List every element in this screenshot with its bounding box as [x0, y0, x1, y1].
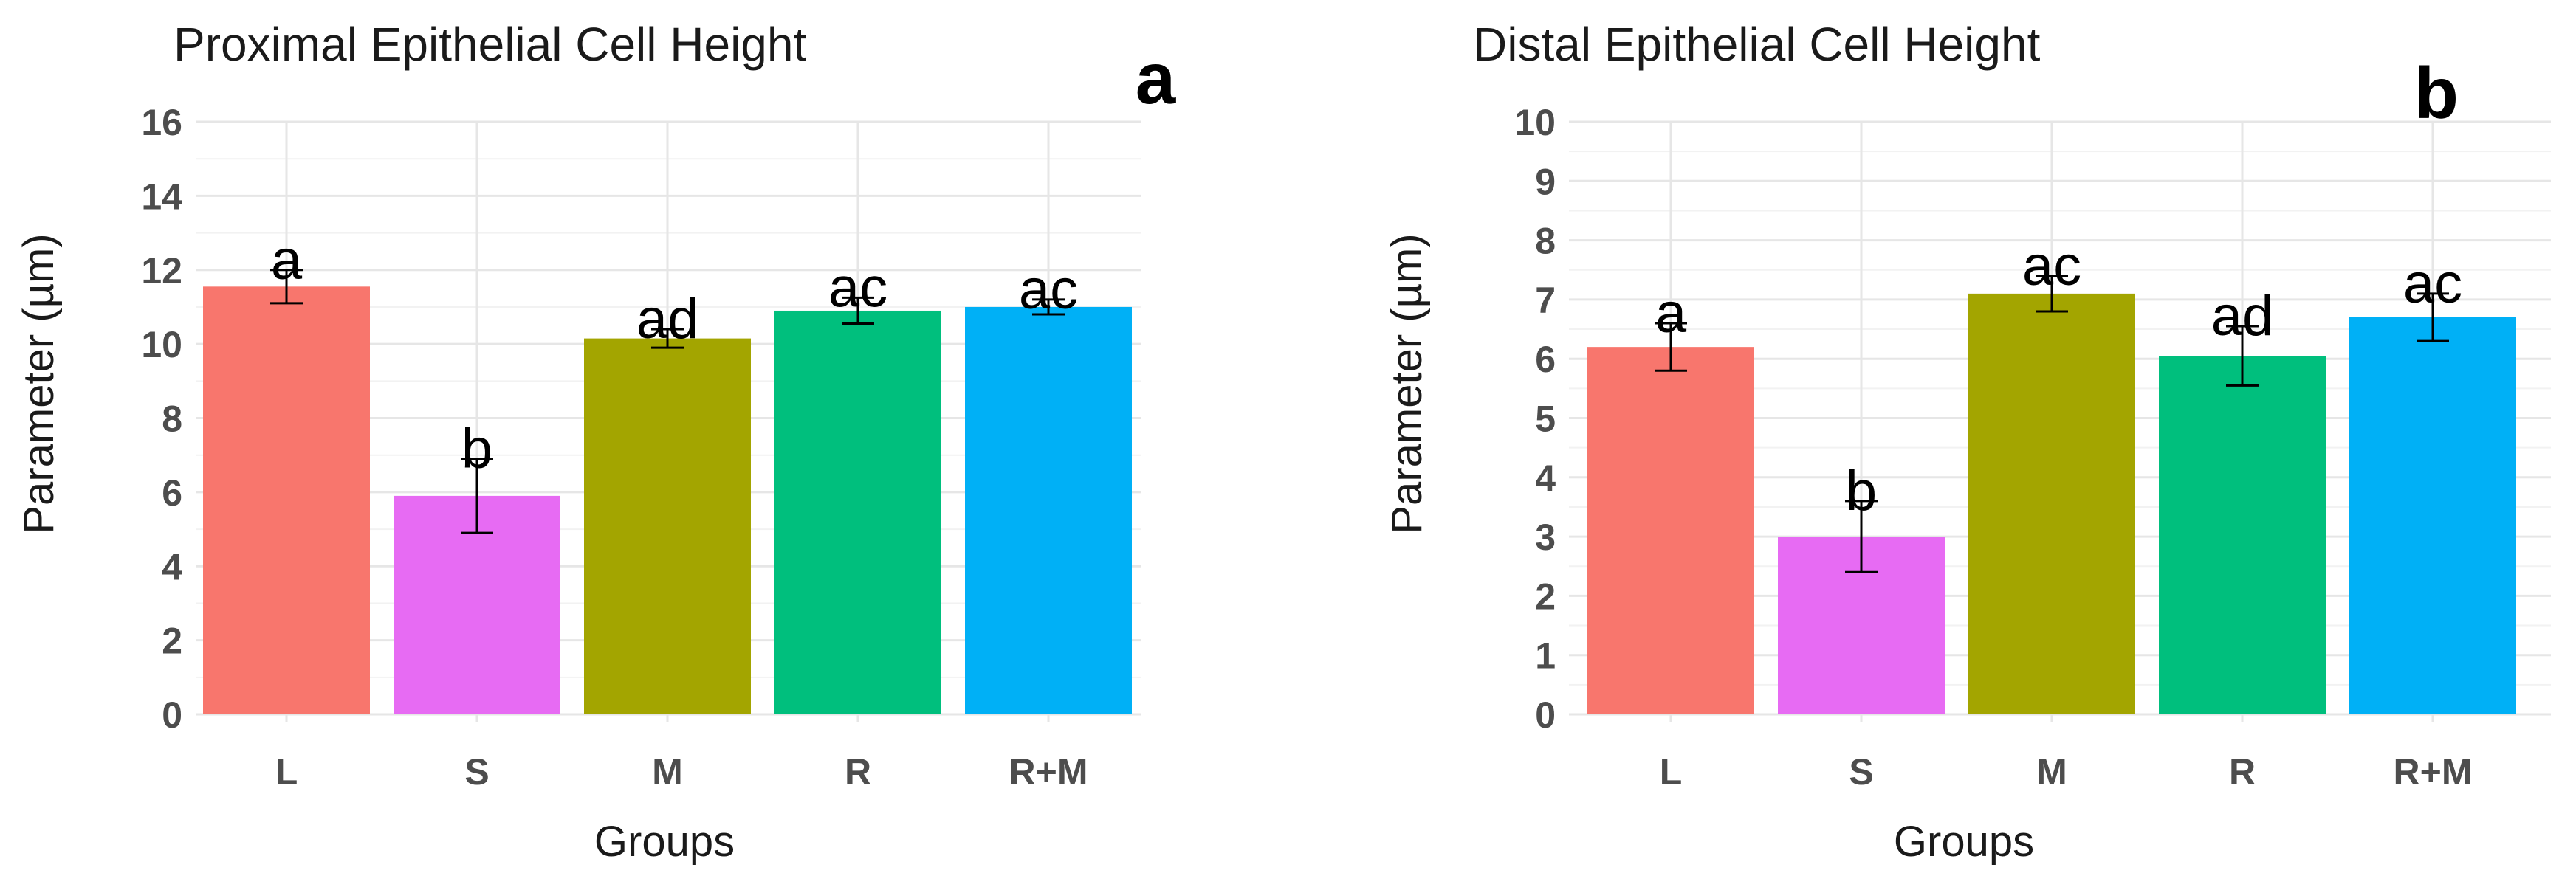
error-bar: [842, 296, 874, 325]
significance-label: a: [1655, 282, 1687, 345]
error-bar: [461, 458, 493, 534]
y-axis-label: Parameter (µm): [1383, 233, 1431, 534]
x-tick-label: S: [1849, 751, 1873, 793]
chart-distal: Distal Epithelial Cell Height b Paramete…: [1383, 18, 2551, 866]
bar-m: [584, 338, 751, 714]
bar-l: [203, 286, 370, 715]
significance-label: ac: [1019, 258, 1078, 321]
y-tick-label: 6: [1535, 339, 1556, 380]
x-ticks: L S M R R+M: [1660, 751, 2473, 793]
significance-label: ac: [2403, 252, 2462, 315]
panel-label: a: [1136, 38, 1177, 119]
significance-label: a: [271, 229, 303, 292]
error-bar: [1032, 298, 1065, 316]
y-axis-label: Parameter (µm): [15, 233, 63, 534]
x-tick-label: R: [2229, 751, 2256, 793]
bars: [203, 286, 1132, 715]
y-tick-label: 6: [162, 472, 182, 514]
panel-label: b: [2414, 52, 2459, 134]
y-tick-label: 5: [1535, 399, 1556, 440]
x-tick-label: R+M: [2394, 751, 2473, 793]
bar-r: [2159, 356, 2326, 714]
bar-r: [774, 310, 941, 714]
chart-proximal: Proximal Epithelial Cell Height a Parame…: [15, 18, 1177, 866]
bar-r-plus-m: [2349, 317, 2516, 714]
error-bar: [651, 328, 684, 349]
chart-title: Distal Epithelial Cell Height: [1473, 18, 2041, 71]
y-tick-label: 8: [1535, 221, 1556, 262]
significance-label: ad: [2211, 285, 2274, 348]
y-ticks: 0 1 2 3 4 5 6 7 8 9 10: [1514, 102, 1556, 736]
x-tick-label: L: [1660, 751, 1683, 793]
x-tick-label: L: [275, 751, 298, 793]
y-tick-label: 2: [1535, 576, 1556, 617]
x-axis-label: Groups: [594, 818, 735, 866]
bar-m: [1968, 293, 2135, 714]
x-axis-label: Groups: [1894, 818, 2034, 866]
chart-title: Proximal Epithelial Cell Height: [174, 18, 806, 71]
y-tick-label: 7: [1535, 280, 1556, 321]
y-tick-label: 2: [162, 621, 182, 662]
y-tick-label: 12: [141, 250, 182, 292]
error-bar: [2036, 275, 2068, 313]
y-tick-label: 4: [1535, 458, 1556, 499]
y-tick-label: 10: [141, 324, 182, 365]
x-tick-label: R: [845, 751, 871, 793]
y-tick-label: 0: [1535, 694, 1556, 736]
x-tick-label: M: [2036, 751, 2067, 793]
significance-label: b: [1846, 460, 1877, 522]
bars: [1587, 293, 2516, 714]
y-tick-label: 4: [162, 546, 182, 587]
bar-r-plus-m: [965, 306, 1132, 714]
significance-label: ad: [636, 288, 699, 351]
significance-labels: a b ac ad ac: [1655, 235, 2462, 522]
y-ticks: 0 2 4 6 8 10 12 14 16: [141, 102, 182, 736]
y-tick-label: 10: [1514, 102, 1556, 143]
y-tick-label: 14: [141, 176, 182, 217]
y-tick-label: 9: [1535, 161, 1556, 202]
error-bar: [1655, 322, 1687, 372]
y-tick-label: 1: [1535, 635, 1556, 677]
error-bar: [1845, 500, 1878, 573]
error-bar: [2417, 292, 2449, 342]
y-tick-label: 0: [162, 694, 182, 736]
error-bars: [1655, 275, 2449, 573]
bar-l: [1587, 347, 1754, 714]
error-bar: [2226, 325, 2259, 387]
error-bars: [270, 269, 1065, 534]
significance-labels: a b ad ac ac: [271, 229, 1078, 480]
x-tick-label: S: [464, 751, 489, 793]
error-bar: [270, 269, 303, 305]
x-tick-label: R+M: [1009, 751, 1088, 793]
x-tick-label: M: [652, 751, 683, 793]
y-tick-label: 3: [1535, 517, 1556, 558]
y-tick-label: 8: [162, 399, 182, 440]
significance-label: ac: [2022, 235, 2081, 297]
x-ticks: L S M R R+M: [275, 751, 1088, 793]
significance-label: ac: [828, 256, 887, 319]
y-tick-label: 16: [141, 102, 182, 143]
significance-label: b: [461, 418, 492, 480]
